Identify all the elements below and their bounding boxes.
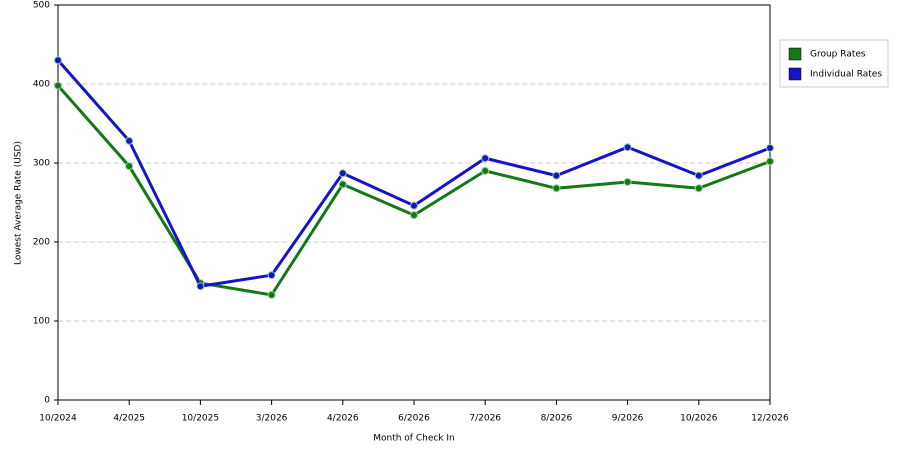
y-axis-label: Lowest Average Rate (USD): [14, 141, 24, 265]
y-tick-label: 500: [33, 1, 50, 11]
data-point: [54, 81, 62, 90]
y-tick-label: 200: [33, 238, 50, 248]
x-tick-label: 10/2025: [182, 414, 219, 424]
x-tick-label: 9/2026: [612, 414, 644, 424]
data-point: [766, 143, 774, 152]
y-tick-label: 300: [33, 159, 50, 169]
data-point: [267, 290, 276, 299]
x-tick-label: 3/2026: [256, 414, 288, 424]
data-point: [410, 211, 418, 220]
x-tick-label: 10/2026: [680, 414, 718, 424]
data-point: [623, 143, 632, 152]
x-tick-label: 6/2026: [398, 414, 430, 424]
y-tick-label: 0: [44, 396, 50, 406]
y-tick-label: 400: [33, 80, 50, 90]
data-point: [481, 154, 490, 163]
data-point: [410, 201, 418, 210]
data-point: [125, 162, 134, 171]
y-tick-label: 100: [33, 317, 50, 327]
data-point: [338, 169, 347, 178]
series-line: [56, 84, 771, 297]
data-point: [694, 184, 703, 193]
x-axis-label: Month of Check In: [373, 434, 455, 444]
legend-label: Group Rates: [810, 50, 866, 60]
x-tick-label: 7/2026: [469, 414, 501, 424]
x-tick-label: 8/2026: [541, 414, 573, 424]
x-tick-label: 4/2025: [113, 414, 145, 424]
data-point: [694, 171, 703, 180]
legend-swatch: [788, 67, 802, 81]
x-tick-label: 10/2024: [39, 414, 77, 424]
data-point: [125, 136, 134, 145]
legend-label: Individual Rates: [810, 70, 882, 80]
data-point: [267, 271, 276, 280]
data-point: [481, 166, 490, 175]
legend-swatch: [788, 47, 802, 61]
data-point: [338, 180, 347, 189]
data-point: [552, 184, 561, 193]
data-point: [552, 171, 561, 180]
x-tick-label: 12/2026: [751, 414, 789, 424]
data-point: [623, 177, 632, 186]
data-point: [766, 157, 774, 166]
data-point: [54, 56, 62, 65]
series-line: [56, 59, 771, 288]
data-point: [196, 282, 205, 291]
x-tick-label: 4/2026: [327, 414, 359, 424]
